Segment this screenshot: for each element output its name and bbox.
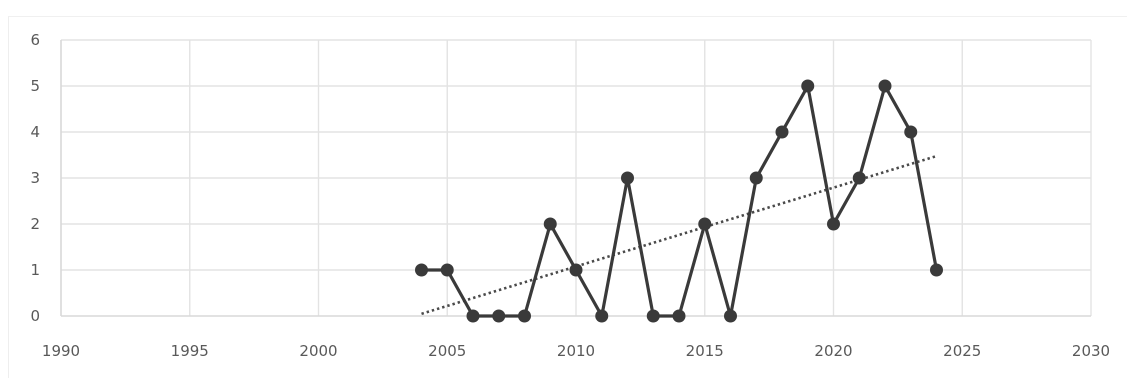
data-point bbox=[878, 79, 892, 93]
tick-labels: 0 1 2 3 4 5 6 1990 1995 2000 2005 2010 2015 2020 2025 2… bbox=[30, 31, 1110, 360]
data-point bbox=[466, 309, 480, 323]
data-point bbox=[518, 309, 531, 323]
data-point bbox=[749, 171, 763, 185]
x-tick-label: 1990 bbox=[42, 342, 80, 360]
y-tick-label: 5 bbox=[30, 77, 40, 95]
data-point bbox=[440, 263, 454, 277]
data-point bbox=[595, 309, 609, 323]
series-line bbox=[421, 84, 939, 318]
x-tick-label: 1995 bbox=[171, 342, 209, 360]
trendline-layer bbox=[421, 154, 937, 316]
x-tick-label: 2005 bbox=[428, 342, 466, 360]
x-tick-label: 2030 bbox=[1072, 342, 1110, 360]
y-tick-label: 3 bbox=[30, 169, 40, 187]
x-tick-label: 2000 bbox=[299, 342, 337, 360]
data-point bbox=[672, 309, 686, 323]
data-point bbox=[698, 217, 712, 231]
x-tick-label: 2015 bbox=[686, 342, 724, 360]
trendline bbox=[421, 154, 937, 316]
x-tick-label: 2020 bbox=[814, 342, 852, 360]
data-point bbox=[543, 217, 557, 231]
data-point bbox=[569, 263, 583, 277]
axes bbox=[60, 40, 1091, 317]
data-point bbox=[724, 309, 737, 323]
y-tick-label: 6 bbox=[30, 31, 40, 49]
data-point bbox=[646, 309, 660, 323]
y-tick-label: 2 bbox=[30, 215, 40, 233]
chart-area bbox=[8, 16, 1127, 378]
y-tick-label: 1 bbox=[30, 261, 40, 279]
data-point bbox=[492, 309, 506, 323]
data-point bbox=[904, 125, 918, 139]
data-point bbox=[801, 79, 815, 93]
series-layer bbox=[415, 79, 943, 323]
data-point bbox=[621, 171, 634, 185]
data-point bbox=[775, 125, 789, 139]
y-tick-label: 0 bbox=[30, 307, 40, 325]
data-point bbox=[852, 171, 866, 185]
data-point bbox=[415, 263, 428, 277]
x-tick-label: 2025 bbox=[943, 342, 981, 360]
data-point bbox=[930, 263, 943, 277]
y-tick-label: 4 bbox=[30, 123, 40, 141]
data-point bbox=[827, 217, 840, 231]
x-tick-label: 2010 bbox=[557, 342, 595, 360]
